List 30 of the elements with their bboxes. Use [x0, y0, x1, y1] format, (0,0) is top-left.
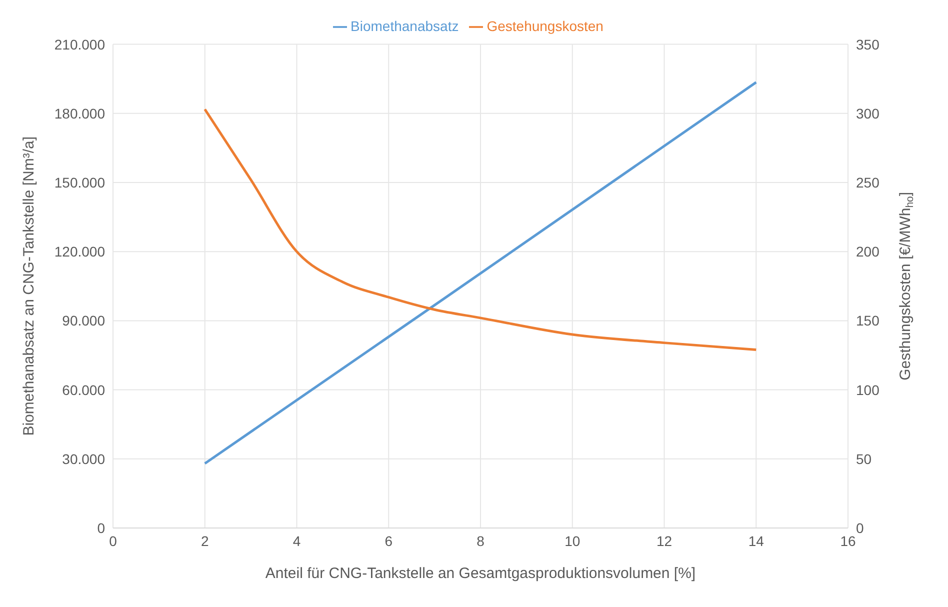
x-tick-label: 14: [748, 532, 764, 549]
x-tick-label: 12: [656, 532, 672, 549]
x-tick-label: 10: [564, 532, 580, 549]
y-tick-label: 30.000: [62, 450, 106, 467]
x-tick-label: 4: [292, 532, 301, 549]
y2-tick-label: 300: [856, 105, 880, 122]
y2-tick-label: 350: [856, 36, 880, 52]
x-axis-title: Anteil für CNG-Tankstelle an Gesamtgasproduktionsvolumen [%]: [265, 565, 696, 582]
y2-tick-label: 200: [856, 244, 880, 260]
line-series: [204, 108, 758, 351]
x-tick-label: 16: [840, 532, 856, 549]
y-tick-label: 90.000: [62, 312, 106, 329]
y2-tick-label: 150: [856, 312, 880, 329]
y2-tick-label: 250: [856, 174, 880, 190]
y-tick-label: 180.000: [54, 105, 106, 122]
x-tick-label: 2: [200, 532, 209, 549]
x-tick-label: 6: [384, 532, 393, 549]
y-tick-label: 120.000: [54, 244, 106, 260]
legend-label: Gestehungskosten: [486, 18, 604, 34]
y-tick-label: 0: [97, 520, 106, 536]
y-tick-label: 210.000: [54, 36, 106, 52]
y2-tick-label: 0: [856, 520, 864, 536]
y-tick-label: 60.000: [62, 382, 106, 398]
y2-tick-label: 50: [856, 450, 872, 467]
y-tick-label: 150.000: [54, 174, 106, 190]
y2-tick-label: 100: [856, 382, 880, 398]
y-axis-title: Biomethanabsatz an CNG-Tankstelle [Nm³/a]: [20, 136, 38, 436]
legend-label: Biomethanabsatz: [350, 18, 459, 34]
x-tick-label: 8: [476, 532, 485, 549]
x-tick-label: 0: [109, 532, 118, 549]
